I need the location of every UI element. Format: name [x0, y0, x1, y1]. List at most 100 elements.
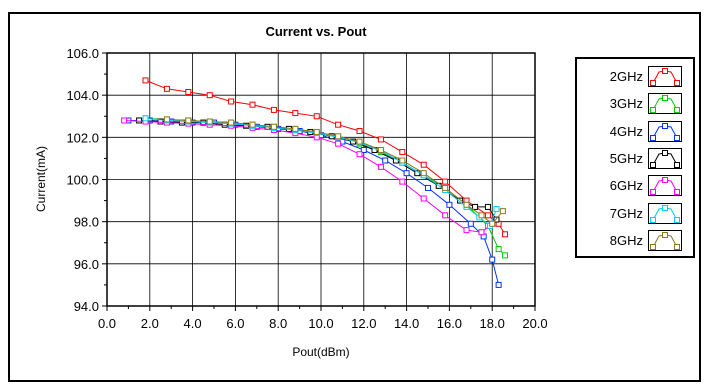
chart-title: Current vs. Pout: [265, 24, 367, 39]
legend-swatch: [648, 202, 682, 224]
data-point-4ghz: [446, 201, 453, 208]
y-tick-label: 102.0: [66, 130, 99, 145]
x-tick-label: 14.0: [394, 316, 419, 331]
series-line-4ghz: [128, 120, 500, 286]
y-tick-label: 94.0: [74, 299, 99, 314]
data-point-8ghz: [463, 201, 470, 208]
data-point-2ghz: [399, 149, 406, 156]
x-tick-label: 18.0: [480, 316, 505, 331]
legend-swatch: [648, 175, 682, 197]
data-point-6ghz: [377, 163, 384, 170]
data-point-2ghz: [356, 128, 363, 135]
data-point-6ghz: [335, 140, 342, 147]
legend-item-6ghz[interactable]: 6GHz: [577, 174, 693, 198]
legend-label: 4GHz: [609, 123, 643, 139]
data-point-8ghz: [499, 208, 506, 215]
y-tick-label: 98.0: [74, 215, 99, 230]
x-tick-label: 10.0: [308, 316, 333, 331]
legend-label: 5GHz: [609, 150, 643, 166]
data-point-2ghz: [502, 231, 509, 238]
chart-frame: Current vs. Pout 0.0 2.0 4.0 6.0 8.0 10.0 12.0…: [8, 12, 701, 382]
data-point-2ghz: [420, 161, 427, 168]
data-point-7ghz: [142, 115, 149, 122]
data-point-6ghz: [356, 151, 363, 158]
x-tick-label: 12.0: [351, 316, 376, 331]
data-point-6ghz: [420, 195, 427, 202]
data-point-8ghz: [292, 125, 299, 132]
data-point-4ghz: [467, 220, 474, 227]
data-point-8ghz: [377, 146, 384, 153]
data-point-8ghz: [270, 123, 277, 130]
data-point-8ghz: [442, 184, 449, 191]
data-point-4ghz: [360, 146, 367, 153]
data-point-8ghz: [420, 170, 427, 177]
data-point-6ghz: [478, 229, 485, 236]
data-point-8ghz: [249, 121, 256, 128]
data-point-8ghz: [356, 138, 363, 145]
legend-marker-icon: [650, 231, 680, 250]
legend-item-4ghz[interactable]: 4GHz: [577, 120, 693, 144]
data-point-8ghz: [206, 118, 213, 125]
x-tick-label: 2.0: [141, 316, 159, 331]
series-line-2ghz: [145, 79, 506, 235]
series-2ghz: [142, 77, 509, 238]
data-point-2ghz: [313, 113, 320, 120]
data-point-8ghz: [399, 157, 406, 164]
legend-marker-icon: [650, 177, 680, 196]
series-8ghz: [163, 116, 506, 227]
legend-marker-icon: [650, 95, 680, 114]
x-tick-label: 6.0: [226, 316, 244, 331]
data-point-4ghz: [403, 170, 410, 177]
legend-item-3ghz[interactable]: 3GHz: [577, 92, 693, 116]
y-tick-label: 106.0: [66, 46, 99, 61]
data-point-2ghz: [249, 101, 256, 108]
data-point-6ghz: [463, 227, 470, 234]
x-tick-label: 16.0: [437, 316, 462, 331]
data-point-8ghz: [163, 116, 170, 123]
data-point-2ghz: [185, 89, 192, 96]
data-point-8ghz: [228, 119, 235, 126]
legend-swatch: [648, 147, 682, 169]
chart-svg: Current vs. Pout 0.0 2.0 4.0 6.0 8.0 10.0 12.0…: [34, 24, 548, 359]
x-tick-label: 8.0: [269, 316, 287, 331]
data-point-4ghz: [382, 157, 389, 164]
data-point-5ghz: [157, 118, 164, 125]
legend-item-2ghz[interactable]: 2GHz: [577, 65, 693, 89]
data-point-3ghz: [502, 252, 509, 259]
data-point-2ghz: [335, 121, 342, 128]
data-point-5ghz: [484, 203, 491, 210]
legend-marker-icon: [650, 122, 680, 141]
x-tick-label: 0.0: [98, 316, 116, 331]
legend-swatch: [648, 229, 682, 251]
data-point-8ghz: [489, 220, 496, 227]
data-point-8ghz: [313, 129, 320, 136]
legend-label: 6GHz: [609, 178, 643, 194]
data-point-7ghz: [493, 206, 500, 213]
legend-label: 7GHz: [609, 205, 643, 221]
data-point-8ghz: [335, 133, 342, 140]
data-point-5ghz: [493, 216, 500, 223]
data-point-6ghz: [442, 212, 449, 219]
legend-item-8ghz[interactable]: 8GHz: [577, 229, 693, 253]
y-tick-label: 96.0: [74, 257, 99, 272]
data-point-5ghz: [457, 197, 464, 204]
data-point-2ghz: [228, 98, 235, 105]
legend-label: 2GHz: [609, 69, 643, 84]
x-axis-label: Pout(dBm): [292, 345, 349, 359]
data-point-5ghz: [136, 117, 143, 124]
legend-item-5ghz[interactable]: 5GHz: [577, 147, 693, 171]
y-tick-label: 104.0: [66, 88, 99, 103]
data-point-3ghz: [495, 246, 502, 253]
legend-marker-icon: [650, 68, 680, 86]
data-point-2ghz: [142, 77, 149, 84]
data-point-2ghz: [484, 212, 491, 219]
data-point-2ghz: [270, 106, 277, 113]
legend-item-7ghz[interactable]: 7GHz: [577, 202, 693, 226]
legend-marker-icon: [650, 204, 680, 223]
data-point-2ghz: [442, 178, 449, 185]
series-4ghz: [125, 117, 502, 288]
y-axis-label: Current(mA): [34, 146, 48, 212]
legend-swatch: [648, 120, 682, 142]
legend-swatch: [648, 93, 682, 115]
data-point-5ghz: [472, 203, 479, 210]
